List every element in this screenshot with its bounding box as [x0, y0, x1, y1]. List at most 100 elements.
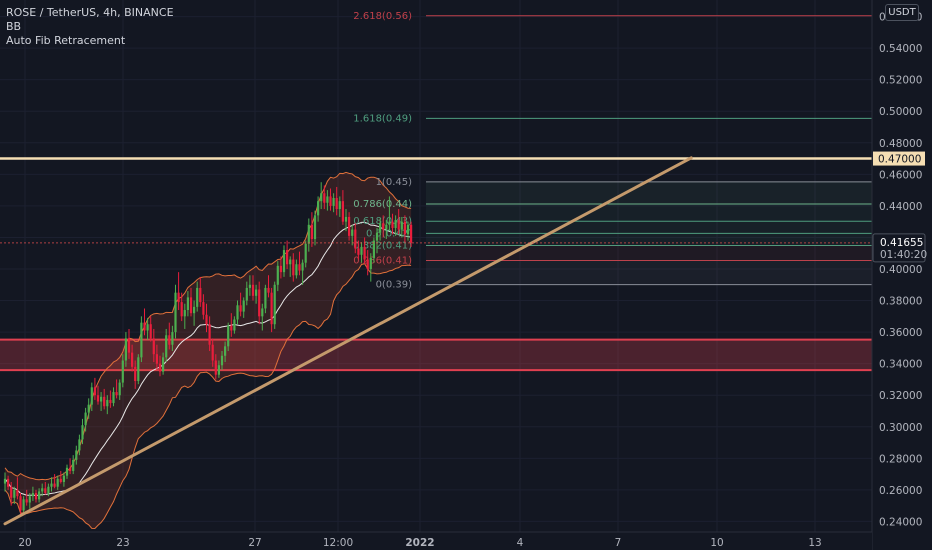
candle-body[interactable]: [53, 483, 56, 487]
candle-body[interactable]: [388, 221, 391, 225]
candle-body[interactable]: [16, 489, 19, 497]
candle-body[interactable]: [44, 488, 47, 494]
candle-body[interactable]: [335, 198, 338, 210]
candle-body[interactable]: [112, 392, 115, 404]
candle-body[interactable]: [326, 196, 329, 203]
candle-body[interactable]: [34, 493, 38, 500]
candle-body[interactable]: [236, 305, 239, 320]
candle-body[interactable]: [317, 201, 320, 216]
currency-button[interactable]: USDT: [885, 4, 919, 21]
candle-body[interactable]: [13, 489, 16, 498]
support-zone-fill[interactable]: [0, 339, 872, 371]
candle-body[interactable]: [351, 229, 354, 236]
candle-body[interactable]: [47, 486, 50, 494]
candle-body[interactable]: [131, 352, 134, 367]
candle-body[interactable]: [323, 193, 326, 203]
candle-body[interactable]: [400, 221, 403, 230]
candle-body[interactable]: [357, 248, 360, 255]
candle-body[interactable]: [41, 488, 44, 492]
candle-body[interactable]: [354, 229, 357, 249]
candle-body[interactable]: [227, 325, 230, 347]
candle-body[interactable]: [3, 478, 7, 484]
candle-body[interactable]: [394, 220, 397, 228]
ascending-trendline[interactable]: [3, 156, 693, 526]
candle-body[interactable]: [183, 310, 186, 317]
candle-body[interactable]: [348, 216, 351, 236]
candle-body[interactable]: [261, 308, 264, 317]
price-axis[interactable]: 0.560000.540000.520000.500000.480000.460…: [871, 0, 932, 550]
candle-body[interactable]: [301, 262, 304, 271]
candle-body[interactable]: [118, 382, 121, 396]
candle-body[interactable]: [56, 478, 59, 487]
candle-body[interactable]: [202, 302, 205, 315]
candle-body[interactable]: [10, 486, 13, 498]
candle-body[interactable]: [171, 332, 174, 345]
candle-body[interactable]: [100, 396, 103, 402]
candle-body[interactable]: [239, 305, 242, 312]
candle-body[interactable]: [72, 459, 75, 471]
candle-body[interactable]: [366, 259, 369, 269]
indicator-fib-label[interactable]: Auto Fib Retracement: [6, 34, 126, 47]
candle-body[interactable]: [255, 289, 258, 296]
symbol-title[interactable]: ROSE / TetherUS, 4h, BINANCE: [6, 6, 174, 19]
candle-body[interactable]: [304, 243, 307, 263]
candle-body[interactable]: [313, 215, 317, 240]
candle-body[interactable]: [84, 412, 87, 426]
candle-body[interactable]: [289, 259, 292, 265]
candle-body[interactable]: [403, 221, 406, 235]
candle-body[interactable]: [127, 338, 131, 353]
candle-body[interactable]: [292, 259, 295, 276]
candle-body[interactable]: [168, 335, 171, 345]
candle-body[interactable]: [385, 224, 388, 230]
candle-body[interactable]: [96, 395, 100, 402]
candle-body[interactable]: [307, 224, 310, 244]
candle-body[interactable]: [270, 292, 273, 325]
candle-body[interactable]: [121, 360, 124, 383]
candle-body[interactable]: [189, 297, 193, 314]
time-axis[interactable]: 20 23 27 12:00 2022 4 7 10 13: [0, 531, 872, 550]
candle-body[interactable]: [338, 201, 341, 210]
candle-body[interactable]: [397, 220, 400, 230]
candle-body[interactable]: [341, 201, 344, 222]
candle-body[interactable]: [230, 325, 233, 331]
candle-body[interactable]: [81, 425, 84, 440]
candle-body[interactable]: [360, 246, 363, 255]
candle-body[interactable]: [25, 499, 28, 503]
candle-body[interactable]: [410, 224, 413, 243]
indicator-bb-label[interactable]: BB: [6, 20, 22, 33]
bb-lower[interactable]: [4, 263, 412, 529]
support-zone[interactable]: [0, 338, 872, 372]
candle-body[interactable]: [267, 287, 270, 293]
candle-body[interactable]: [140, 322, 143, 358]
candle-body[interactable]: [50, 483, 53, 487]
candle-body[interactable]: [137, 357, 140, 382]
candle-body[interactable]: [214, 360, 217, 375]
candle-body[interactable]: [245, 287, 248, 301]
candle-body[interactable]: [332, 198, 335, 206]
candle-body[interactable]: [115, 392, 118, 396]
candle-body[interactable]: [134, 366, 137, 382]
candle-body[interactable]: [320, 193, 323, 202]
candle-body[interactable]: [193, 306, 196, 314]
candle-body[interactable]: [143, 322, 146, 331]
candle-body[interactable]: [90, 387, 93, 405]
candle-body[interactable]: [75, 450, 78, 460]
candle-body[interactable]: [363, 246, 366, 260]
candle-body[interactable]: [93, 387, 96, 396]
candle-body[interactable]: [65, 467, 69, 476]
candle-body[interactable]: [186, 297, 189, 311]
candle-body[interactable]: [298, 264, 301, 271]
horizontal-level-marker[interactable]: 0.47000: [873, 151, 925, 166]
candle-body[interactable]: [282, 250, 286, 273]
candle-body[interactable]: [375, 232, 379, 241]
candle-body[interactable]: [295, 264, 298, 276]
candle-body[interactable]: [78, 439, 81, 451]
candle-body[interactable]: [31, 493, 34, 497]
candle-body[interactable]: [62, 475, 65, 482]
candle-body[interactable]: [382, 223, 385, 230]
candle-body[interactable]: [264, 287, 267, 309]
candle-body[interactable]: [177, 292, 180, 303]
candle-body[interactable]: [217, 365, 220, 375]
candle-body[interactable]: [174, 292, 177, 333]
